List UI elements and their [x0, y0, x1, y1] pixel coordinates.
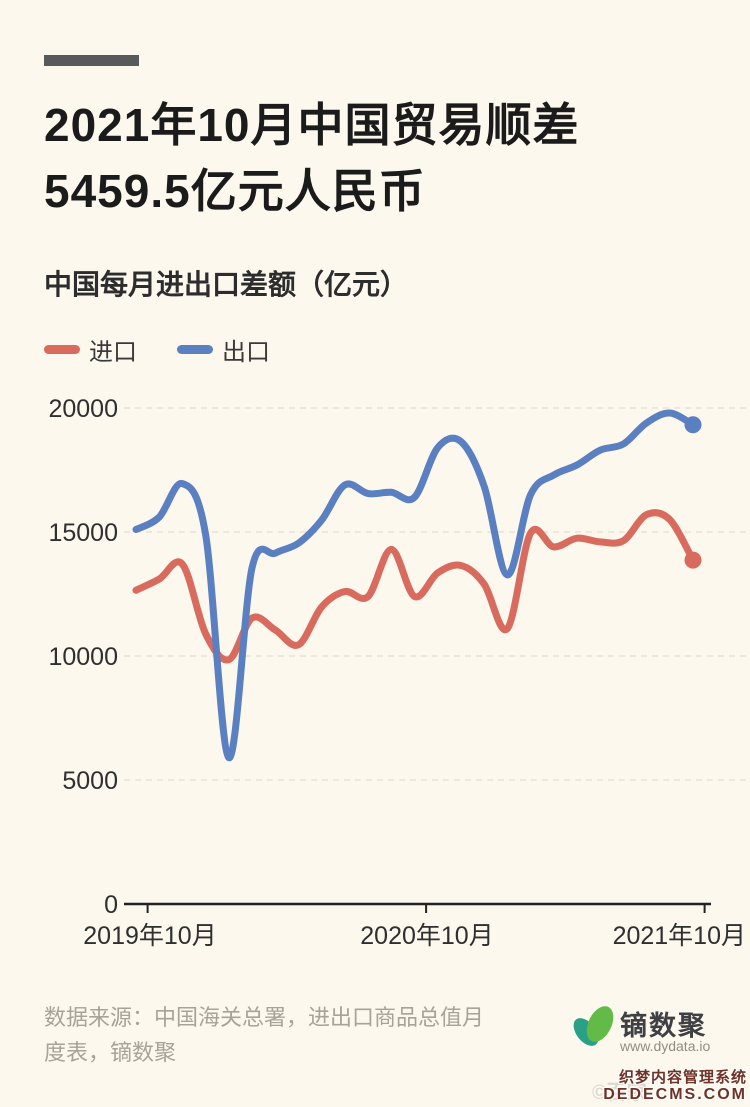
- svg-text:0: 0: [104, 891, 118, 919]
- watermark-line1: 织梦内容管理系统: [618, 1069, 747, 1086]
- imports-legend-label: 进口: [89, 339, 137, 366]
- series-进口-end-dot: [684, 551, 702, 569]
- exports-legend-swatch: [177, 345, 213, 354]
- page-title-line1: 2021年10月中国贸易顺差: [44, 99, 580, 151]
- series-出口-end-dot: [684, 416, 702, 434]
- dydata-brand[interactable]: 镝数聚 www.dydata.io: [572, 998, 750, 1058]
- series-出口: [132, 409, 702, 762]
- trade-line-chart: 0 5000 10000 15000 20000 2019年10月 2020年10月 2021…: [0, 370, 750, 955]
- chart-legend: 进口 出口: [44, 332, 270, 367]
- x-axis: [124, 902, 711, 913]
- legend-item-exports[interactable]: 出口: [177, 332, 270, 367]
- chart-subtitle: 中国每月进出口差额（亿元）: [44, 269, 409, 300]
- page-title: 2021年10月中国贸易顺差 5459.5亿元人民币: [44, 92, 704, 224]
- watermark-line2: DEDECMS.COM: [603, 1086, 747, 1103]
- series-进口: [132, 509, 702, 664]
- data-source-line2: 度表，镝数聚: [44, 1040, 177, 1065]
- baijia-copyright-mark: ©百家: [592, 1082, 647, 1104]
- dedecms-watermark: 织梦内容管理系统 DEDECMS.COM: [603, 1069, 747, 1103]
- accent-bar: [44, 55, 139, 66]
- y-axis-labels: 0 5000 10000 15000 20000: [48, 395, 118, 919]
- svg-text:20000: 20000: [48, 395, 118, 423]
- brand-url-link[interactable]: www.dydata.io: [620, 1038, 711, 1054]
- line-chart-canvas: 0 5000 10000 15000 20000 2019年10月 2020年10月 2021…: [48, 395, 748, 950]
- dydata-leaf-icon: [573, 1006, 614, 1046]
- data-source-line1: 数据来源：中国海关总署，进出口商品总值月: [44, 1005, 485, 1030]
- svg-text:5000: 5000: [62, 767, 118, 795]
- brand-name: 镝数聚: [620, 1011, 707, 1041]
- legend-item-imports[interactable]: 进口: [44, 332, 137, 367]
- x-axis-labels: 2019年10月 2020年10月 2021年10月: [83, 922, 746, 950]
- svg-text:2019年10月: 2019年10月: [83, 922, 216, 950]
- exports-legend-label: 出口: [222, 339, 270, 366]
- svg-text:2021年10月: 2021年10月: [613, 922, 746, 950]
- gridlines: [124, 407, 748, 781]
- svg-text:10000: 10000: [48, 643, 118, 671]
- svg-text:2020年10月: 2020年10月: [360, 922, 493, 950]
- imports-legend-swatch: [44, 345, 80, 354]
- page-title-line2: 5459.5亿元人民币: [44, 165, 426, 217]
- data-source-note: 数据来源：中国海关总署，进出口商品总值月 度表，镝数聚: [44, 1000, 514, 1070]
- svg-text:15000: 15000: [48, 519, 118, 547]
